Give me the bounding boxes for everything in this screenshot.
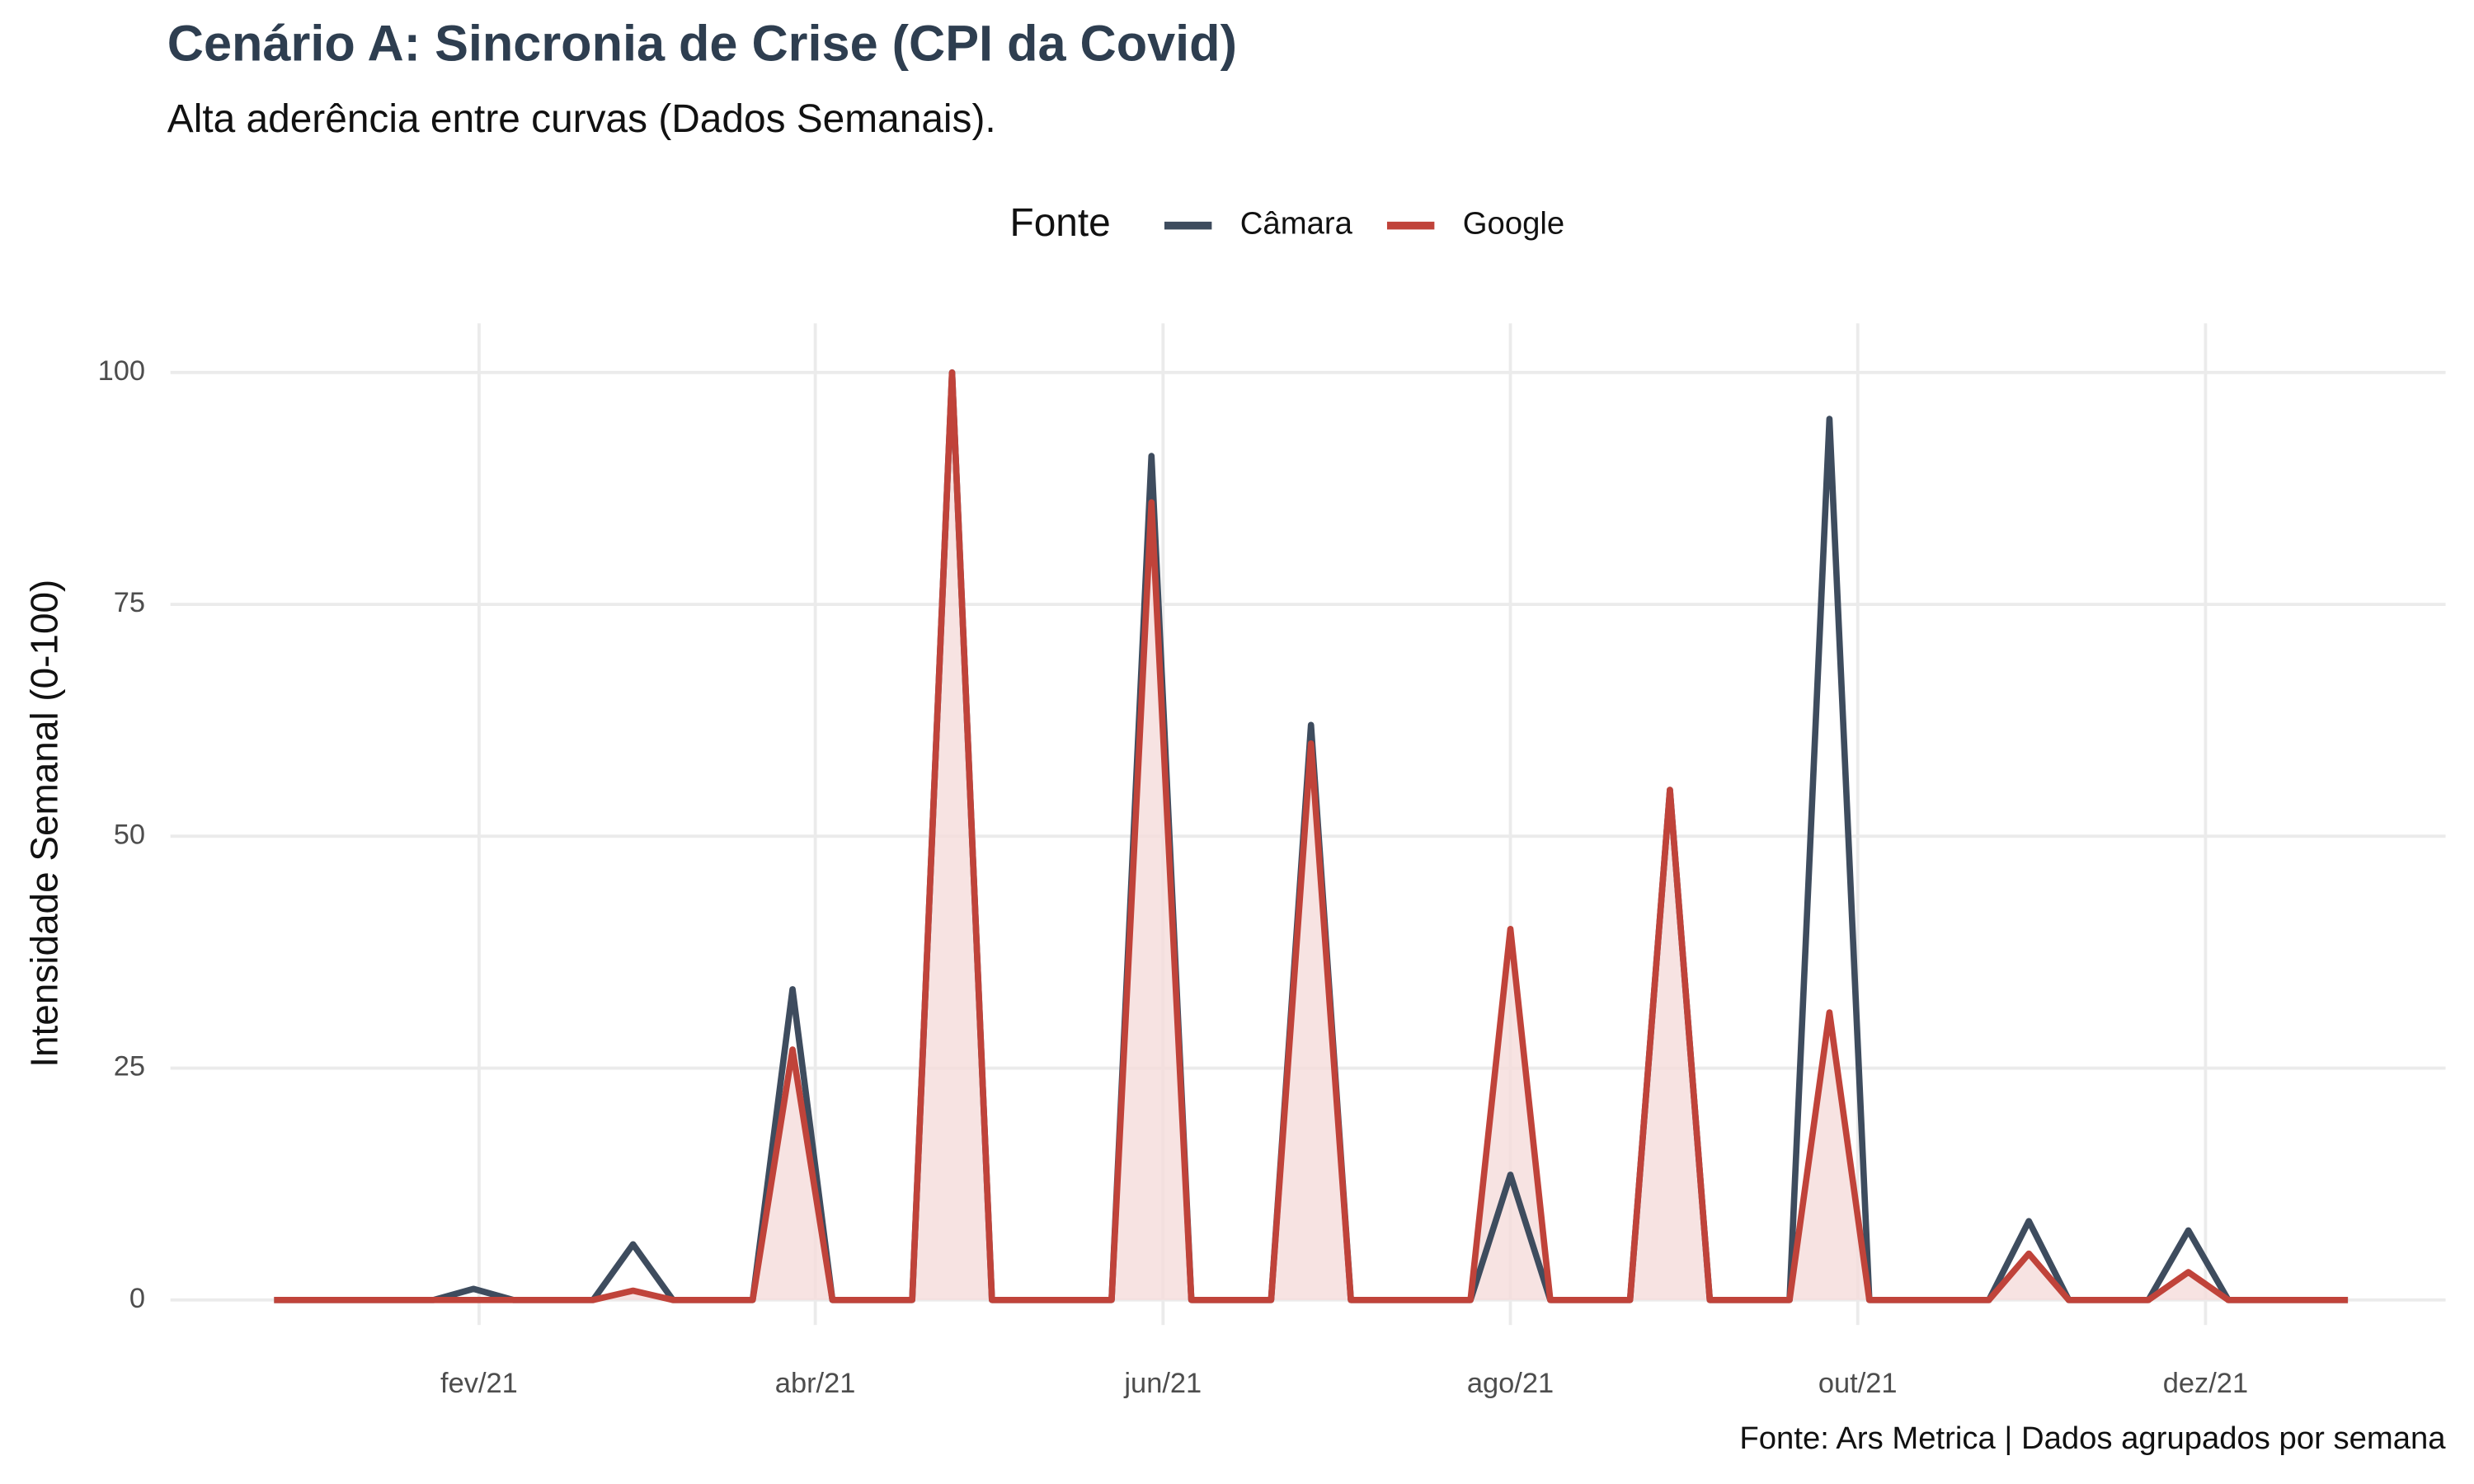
x-tick-label: abr/21 bbox=[775, 1368, 856, 1399]
line bbox=[274, 369, 2349, 1303]
y-tick-label: 100 bbox=[98, 355, 145, 387]
x-tick-label: dez/21 bbox=[2163, 1368, 2248, 1399]
x-tick-label: fev/21 bbox=[440, 1368, 518, 1399]
line bbox=[274, 369, 2349, 1303]
legend-label: Câmara bbox=[1240, 206, 1353, 242]
x-tick-label: ago/21 bbox=[1467, 1368, 1554, 1399]
x-tick-label: out/21 bbox=[1818, 1368, 1898, 1399]
y-tick-label: 50 bbox=[114, 819, 145, 850]
y-tick-label: 25 bbox=[114, 1051, 145, 1082]
legend-label: Google bbox=[1463, 206, 1564, 242]
marks bbox=[274, 369, 2349, 1303]
y-axis-label: Intensidade Semanal (0-100) bbox=[23, 580, 66, 1068]
x-tick-label: jun/21 bbox=[1123, 1368, 1202, 1399]
chart-title: Cenário A: Sincronia de Crise (CPI da Co… bbox=[167, 16, 1237, 72]
y-tick-label: 75 bbox=[114, 587, 145, 618]
legend-title: Fonte bbox=[1009, 201, 1110, 245]
caption: Fonte: Ars Metrica | Dados agrupados por… bbox=[1739, 1421, 2446, 1456]
chart-subtitle: Alta aderência entre curvas (Dados Seman… bbox=[167, 97, 996, 141]
y-tick-label: 0 bbox=[129, 1283, 145, 1314]
